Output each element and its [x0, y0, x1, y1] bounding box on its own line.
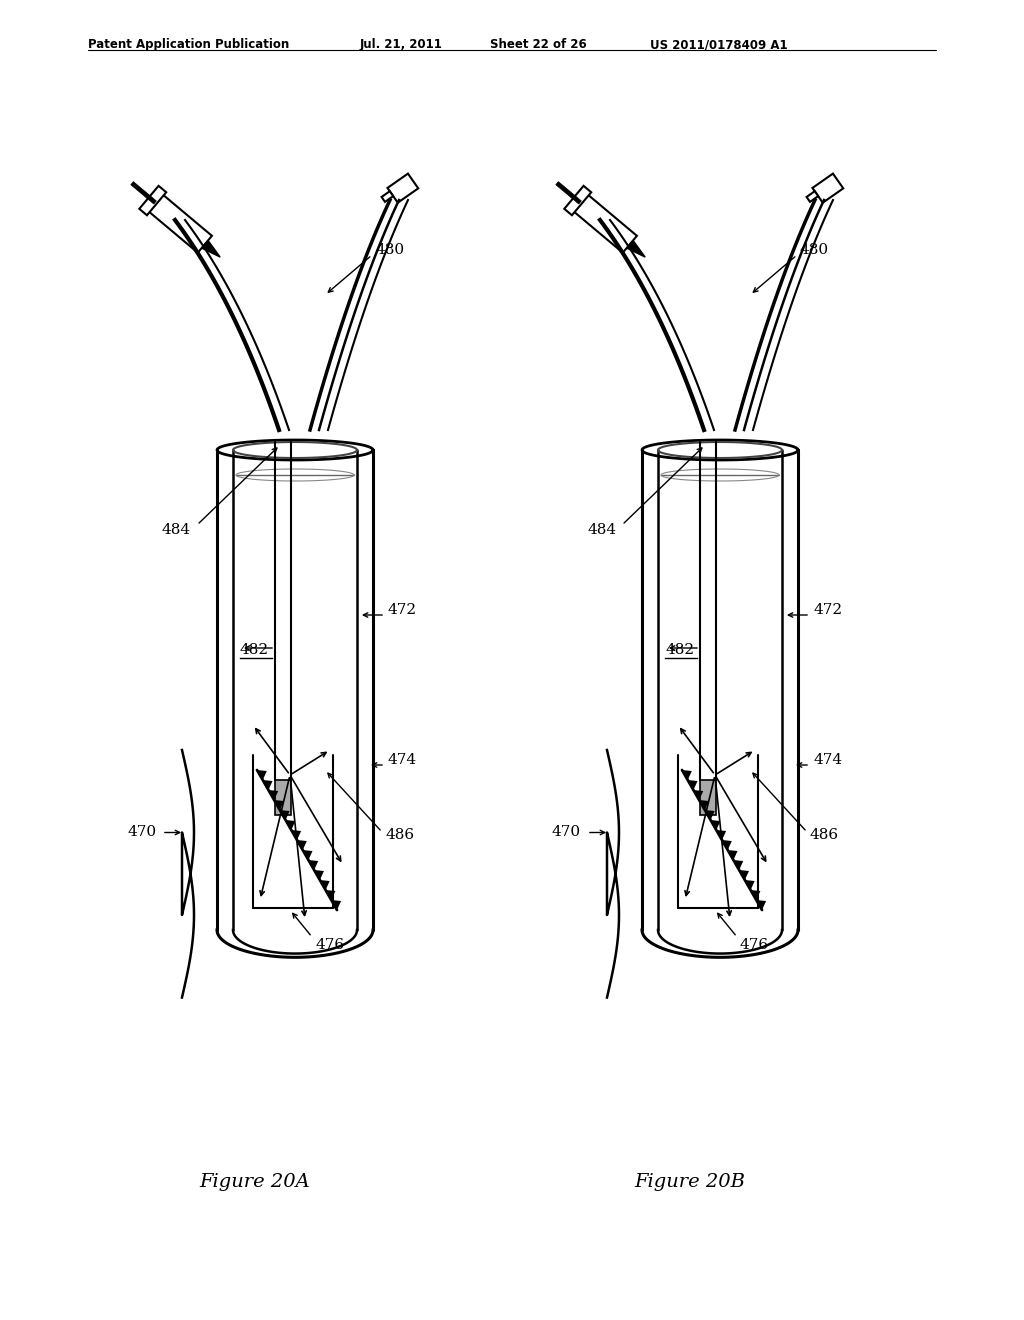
Polygon shape [280, 810, 290, 820]
Text: 472: 472 [813, 603, 842, 616]
Bar [148, 194, 212, 252]
Bar [807, 191, 818, 202]
Polygon shape [291, 830, 301, 840]
Polygon shape [688, 780, 697, 789]
Text: 486: 486 [810, 828, 839, 842]
Polygon shape [202, 240, 220, 257]
Text: 486: 486 [385, 828, 414, 842]
Bar [387, 174, 418, 203]
Polygon shape [308, 861, 318, 870]
Text: 476: 476 [315, 939, 344, 952]
Text: 476: 476 [740, 939, 769, 952]
Polygon shape [722, 840, 732, 850]
Bar [812, 174, 844, 203]
Bar [700, 780, 716, 814]
Polygon shape [711, 820, 720, 830]
Text: Figure 20A: Figure 20A [200, 1173, 310, 1191]
Polygon shape [744, 880, 755, 890]
Polygon shape [716, 830, 726, 840]
Polygon shape [728, 850, 737, 861]
Text: 480: 480 [800, 243, 829, 257]
Text: 474: 474 [388, 752, 417, 767]
Text: Sheet 22 of 26: Sheet 22 of 26 [490, 38, 587, 51]
Text: 472: 472 [388, 603, 417, 616]
Polygon shape [332, 900, 341, 909]
Text: 470: 470 [127, 825, 156, 840]
Text: 474: 474 [813, 752, 842, 767]
Polygon shape [693, 789, 703, 800]
Polygon shape [319, 880, 330, 890]
Polygon shape [314, 870, 324, 880]
Polygon shape [286, 820, 295, 830]
Polygon shape [757, 900, 766, 909]
Bar [564, 186, 591, 215]
Text: 480: 480 [375, 243, 404, 257]
Text: 484: 484 [162, 523, 191, 537]
Polygon shape [739, 870, 749, 880]
Polygon shape [326, 890, 336, 900]
Bar [382, 191, 393, 202]
Polygon shape [297, 840, 307, 850]
Text: US 2011/0178409 A1: US 2011/0178409 A1 [650, 38, 787, 51]
Bar [139, 186, 166, 215]
Polygon shape [263, 780, 272, 789]
Text: Jul. 21, 2011: Jul. 21, 2011 [360, 38, 442, 51]
Text: 470: 470 [552, 825, 582, 840]
Bar [556, 182, 582, 205]
Polygon shape [303, 850, 312, 861]
Polygon shape [751, 890, 761, 900]
Text: 482: 482 [240, 643, 269, 657]
Text: Figure 20B: Figure 20B [635, 1173, 745, 1191]
Polygon shape [627, 240, 645, 257]
Bar [131, 182, 157, 205]
Polygon shape [699, 800, 709, 810]
Polygon shape [682, 770, 692, 780]
Polygon shape [268, 789, 279, 800]
Polygon shape [733, 861, 743, 870]
Polygon shape [705, 810, 715, 820]
Polygon shape [257, 770, 267, 780]
Bar [573, 194, 637, 252]
Text: 482: 482 [665, 643, 694, 657]
Text: Patent Application Publication: Patent Application Publication [88, 38, 289, 51]
Text: 484: 484 [587, 523, 616, 537]
Polygon shape [274, 800, 284, 810]
Bar [275, 780, 291, 814]
